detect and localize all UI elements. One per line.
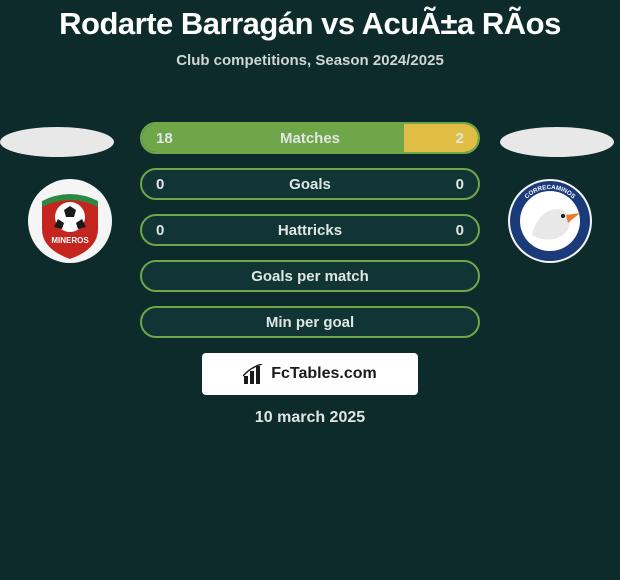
fctables-watermark: FcTables.com [202, 353, 418, 395]
stat-value-right: 0 [456, 176, 464, 193]
stat-label: Matches [280, 130, 340, 147]
bar-chart-icon [243, 364, 265, 384]
player-right-photo-placeholder [500, 127, 614, 157]
club-badge-right: CORRECAMINOS [508, 179, 592, 263]
comparison-date: 10 march 2025 [255, 409, 365, 427]
stat-row: 0 0 Hattricks [140, 214, 480, 246]
stat-row: 18 2 Matches [140, 122, 480, 154]
stats-wrap: 18 2 Matches 0 0 Goals 0 0 Hattricks Goals per ma… [140, 122, 480, 338]
stat-value-right: 2 [456, 130, 464, 147]
stat-fill-left [142, 124, 404, 152]
club-badge-left: MINEROS [28, 179, 112, 263]
stat-row: Goals per match [140, 260, 480, 292]
stat-label: Goals [289, 176, 331, 193]
svg-text:MINEROS: MINEROS [51, 236, 89, 245]
stat-value-left: 0 [156, 176, 164, 193]
stats-column: 18 2 Matches 0 0 Goals 0 0 Hattricks Goals per ma… [140, 122, 480, 427]
stat-value-right: 0 [456, 222, 464, 239]
player-left-photo-placeholder [0, 127, 114, 157]
stat-value-left: 0 [156, 222, 164, 239]
infographic-root: Rodarte Barragán vs AcuÃ±a RÃ­os Club co… [0, 0, 620, 580]
season-subtitle: Club competitions, Season 2024/2025 [0, 52, 620, 69]
stat-value-left: 18 [156, 130, 173, 147]
mineros-logo-icon: MINEROS [28, 179, 112, 263]
stat-row: Min per goal [140, 306, 480, 338]
stat-label: Hattricks [278, 222, 342, 239]
watermark-text: FcTables.com [271, 365, 377, 383]
stat-label: Goals per match [251, 268, 369, 285]
comparison-title: Rodarte Barragán vs AcuÃ±a RÃ­os [0, 0, 620, 42]
stat-label: Min per goal [266, 314, 354, 331]
stat-fill-right [404, 124, 478, 152]
stat-row: 0 0 Goals [140, 168, 480, 200]
correcaminos-logo-icon: CORRECAMINOS [508, 179, 592, 263]
